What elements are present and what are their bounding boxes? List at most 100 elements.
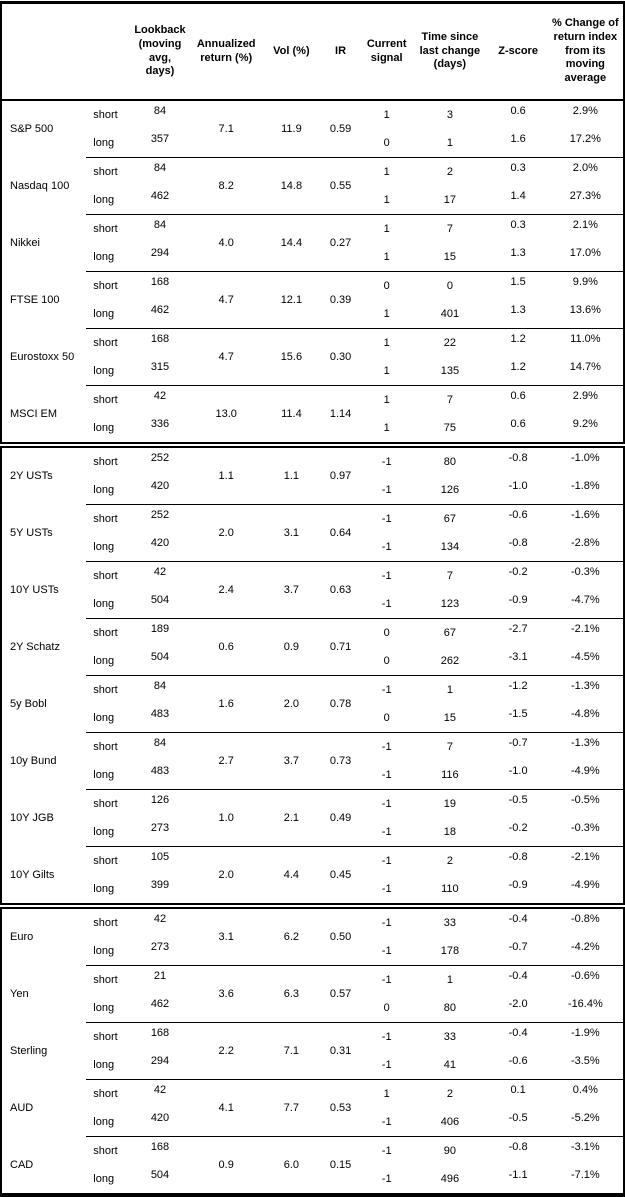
lookback-value: 504 [150, 594, 170, 606]
signal-value: -1 [381, 1172, 392, 1185]
ir-value: 0.57 [318, 965, 363, 1023]
ir-value: 0.71 [318, 618, 363, 676]
table-row: 10Y USTs short 42 2.4 3.7 0.63 -1 7 -0.2 -0.3% [1, 561, 624, 619]
signal-value: 1 [383, 307, 390, 320]
asset-name: S&P 500 [10, 123, 54, 136]
pct-change-value: -3.1% [547, 1136, 624, 1165]
days-value: 3 [446, 108, 453, 121]
asset-group: Sterling short 168 2.2 7.1 0.31 -1 33 -0.4 -1.9% l… [1, 1022, 624, 1080]
zscore-value: -0.4 [488, 903, 548, 937]
days-value: 262 [440, 654, 460, 667]
asset-group: Eurostoxx 50 short 168 4.7 15.6 0.30 1 22 1.2 11.… [1, 328, 624, 386]
pct-change-value: -0.3% [547, 561, 624, 590]
pct-change-value: -4.2% [570, 941, 600, 953]
signal-value: -1 [362, 903, 412, 937]
pct-change-value: 2.9% [572, 105, 598, 117]
lookback-value: 273 [150, 941, 170, 953]
leg-label: short [86, 214, 132, 243]
zscore-value: -0.6 [508, 1055, 528, 1067]
lookback-value: 42 [131, 385, 189, 414]
vol-value: 4.4 [263, 846, 319, 906]
signal-value: -1 [381, 944, 392, 957]
signal-value: -1 [362, 561, 412, 590]
pct-change-value: -2.1% [547, 846, 624, 875]
zscore-value: 0.3 [488, 157, 548, 186]
table-row: Sterling short 168 2.2 7.1 0.31 -1 33 -0.4 -1.9% [1, 1022, 624, 1080]
asset-name: AUD [10, 1101, 34, 1114]
vol-value: 15.6 [263, 328, 319, 386]
annualized-return-value: 2.2 [188, 1022, 264, 1080]
leg-label: short [86, 157, 132, 186]
lookback-value: 504 [150, 1169, 170, 1181]
lookback-header: Lookback (moving avg, days) [131, 2, 189, 101]
leg-label: long [93, 483, 115, 496]
vol-value: 6.0 [263, 1136, 319, 1195]
days-value: 19 [411, 789, 489, 818]
days-value: 1 [446, 136, 453, 149]
zscore-value: 0.1 [488, 1079, 548, 1108]
table-row: long 273 -1 178 -0.7 -4.2% [1, 937, 624, 966]
pct-change-value: -4.7% [570, 594, 600, 606]
asset-group: 10y Bund short 84 2.7 3.7 0.73 -1 7 -0.7 -1.3% lon… [1, 732, 624, 790]
leg-label: short [86, 1079, 132, 1108]
table-row: long 357 0 1 1.6 17.2% [1, 129, 624, 158]
lookback-value: 105 [131, 846, 189, 875]
lookback-value: 294 [150, 247, 170, 259]
asset-group: 10Y Gilts short 105 2.0 4.4 0.45 -1 2 -0.8 -2.1% l… [1, 846, 624, 906]
ir-value: 0.15 [318, 1136, 363, 1195]
ir-header: IR [318, 2, 363, 101]
vol-value: 12.1 [263, 271, 319, 329]
table-row: long 504 0 262 -3.1 -4.5% [1, 647, 624, 676]
signal-value: 0 [362, 271, 412, 300]
signal-value: -1 [362, 675, 412, 704]
leg-label: short [86, 271, 132, 300]
leg-label: short [86, 1136, 132, 1165]
asset-name: Sterling [10, 1044, 48, 1057]
signal-value: 1 [383, 364, 390, 377]
signal-value: -1 [381, 1058, 392, 1071]
signal-value: 1 [383, 108, 390, 121]
table-row: FTSE 100 short 168 4.7 12.1 0.39 0 0 1.5 9.9% [1, 271, 624, 329]
lookback-value: 252 [131, 442, 189, 476]
vol-value: 7.7 [263, 1079, 319, 1137]
zscore-value: -0.4 [488, 965, 548, 994]
zscore-value: -2.7 [488, 618, 548, 647]
days-value: 1 [411, 675, 489, 704]
table-row: S&P 500 short 84 7.1 11.9 0.59 1 3 0.6 2.9% [1, 100, 624, 135]
asset-group: CAD short 168 0.9 6.0 0.15 -1 90 -0.8 -3.1% long 50… [1, 1136, 624, 1195]
table-row: CAD short 168 0.9 6.0 0.15 -1 90 -0.8 -3.1% [1, 1136, 624, 1195]
leg-label: long [93, 364, 115, 377]
zscore-value: -0.8 [488, 1136, 548, 1165]
pct-change-value: 17.2% [569, 133, 601, 145]
signal-value: -1 [362, 789, 412, 818]
zscore-value: -1.1 [508, 1169, 528, 1181]
table-row: long 462 1 401 1.3 13.6% [1, 300, 624, 329]
asset-group: S&P 500 short 84 7.1 11.9 0.59 1 3 0.6 2.9% long 35… [1, 100, 624, 158]
lookback-value: 399 [150, 879, 170, 891]
days-value: 116 [441, 768, 459, 781]
annualized-return-value: 0.6 [188, 618, 264, 676]
leg-label: short [86, 385, 132, 414]
ir-value: 0.55 [318, 157, 363, 215]
table-row: long 315 1 135 1.2 14.7% [1, 357, 624, 386]
ir-value: 0.63 [318, 561, 363, 619]
asset-group: 10Y JGB short 126 1.0 2.1 0.49 -1 19 -0.5 -0.5% lo… [1, 789, 624, 847]
zscore-value: -0.5 [508, 1112, 528, 1124]
annualized-return-value: 0.9 [188, 1136, 264, 1195]
asset-name: Nasdaq 100 [10, 179, 70, 192]
pct-change-value: 2.1% [547, 214, 624, 243]
lookback-value: 483 [150, 708, 170, 720]
annualized-return-value: 4.0 [188, 214, 264, 272]
pct-change-value: -4.9% [570, 765, 600, 777]
leg-label: short [93, 108, 118, 121]
pct-change-value: 9.2% [572, 418, 598, 430]
lookback-value: 126 [131, 789, 189, 818]
pct-change-header: % Change of return index from its moving… [547, 2, 624, 101]
ir-value: 0.30 [318, 328, 363, 386]
asset-name: CAD [10, 1158, 34, 1171]
ir-value: 0.53 [318, 1079, 363, 1137]
lookback-value: 357 [150, 133, 170, 145]
vol-value: 7.1 [263, 1022, 319, 1080]
asset-group: FTSE 100 short 168 4.7 12.1 0.39 0 0 1.5 9.9% long… [1, 271, 624, 329]
table-row: AUD short 42 4.1 7.7 0.53 1 2 0.1 0.4% [1, 1079, 624, 1137]
